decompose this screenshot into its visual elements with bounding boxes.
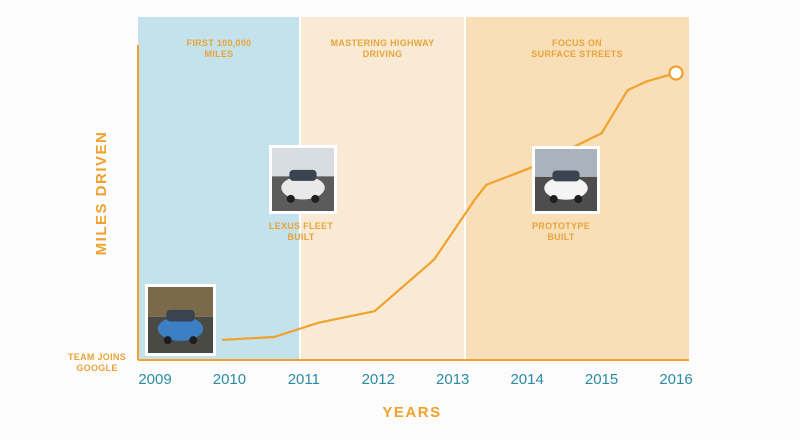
phase-bands	[138, 17, 689, 360]
x-tick-label: 2014	[510, 371, 543, 388]
team-joins-label: TEAM JOINS GOOGLE	[68, 352, 126, 373]
lexus-photo-car-body	[281, 176, 325, 200]
series-line-1	[221, 71, 677, 341]
prius-photo-wheel-left	[163, 336, 172, 345]
phase-label-3: FOCUS ON SURFACE STREETS	[531, 38, 623, 59]
team-joins-label-line: GOOGLE	[76, 363, 117, 373]
x-axis-ticks: 2009 2010 2011 2012 2013 2014 2015 2016	[138, 371, 692, 388]
x-tick-label: 2016	[659, 371, 692, 388]
phase-label-2: MASTERING HIGHWAY DRIVING	[331, 38, 435, 59]
x-tick-label: 2012	[362, 371, 395, 388]
x-tick-label: 2013	[436, 371, 469, 388]
axes: TEAM JOINS GOOGLE	[68, 45, 689, 373]
phase-label-3-line: FOCUS ON	[552, 38, 602, 48]
x-tick-label: 2015	[585, 371, 618, 388]
y-axis-title: MILES DRIVEN	[93, 131, 110, 256]
phase-label-2-line: MASTERING HIGHWAY	[331, 38, 435, 48]
photos	[145, 145, 600, 356]
prius-photo-car-window	[166, 309, 195, 322]
phase-label-1: FIRST 100,000 MILES	[187, 38, 252, 59]
prius-photo-wheel-right	[189, 336, 198, 345]
lexus-photo	[269, 145, 337, 214]
prius-photo	[145, 284, 216, 356]
lexus-photo-wheel-right	[311, 194, 320, 203]
prototype-photo-car-body	[544, 176, 588, 200]
x-tick-label: 2009	[138, 371, 171, 388]
phase-labels: FIRST 100,000 MILES MASTERING HIGHWAY DRIVI…	[187, 38, 623, 59]
annotation-1: LEXUS FLEET BUILT	[269, 221, 334, 242]
annotation-1-line: LEXUS FLEET	[269, 221, 334, 231]
phase-label-1-line: FIRST 100,000	[187, 38, 252, 48]
phase-label-1-line: MILES	[204, 49, 233, 59]
prototype-photo-wheel-left	[549, 195, 558, 204]
prototype-photo-car-window	[552, 170, 580, 182]
x-tick-label: 2011	[288, 371, 320, 388]
prototype-photo-wheel-right	[574, 195, 583, 204]
series-layer	[221, 65, 684, 341]
annotation-2-line: PROTOTYPE	[532, 221, 590, 231]
x-tick-label: 2010	[213, 371, 246, 388]
annotation-2: PROTOTYPE BUILT	[532, 221, 590, 242]
annotation-1-line: BUILT	[287, 232, 315, 242]
annotation-2-line: BUILT	[547, 232, 575, 242]
lexus-photo-car-window	[289, 169, 317, 181]
phase-label-2-line: DRIVING	[363, 49, 403, 59]
end-point-marker	[668, 65, 684, 81]
prius-photo-car-body	[157, 316, 204, 341]
lexus-photo-wheel-left	[286, 194, 295, 203]
x-axis-title: YEARS	[382, 404, 441, 421]
phase-label-3-line: SURFACE STREETS	[531, 49, 623, 59]
team-joins-label-line: TEAM JOINS	[68, 352, 126, 362]
prototype-photo	[532, 146, 600, 214]
